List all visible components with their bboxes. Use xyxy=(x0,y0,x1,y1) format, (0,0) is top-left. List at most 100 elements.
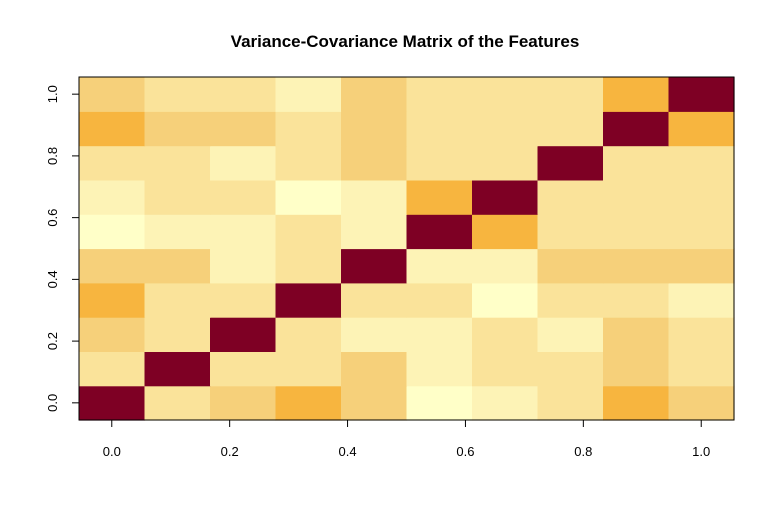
heatmap-cell xyxy=(537,145,604,181)
heatmap-cell xyxy=(79,317,146,352)
y-axis: 0.0 0.2 0.4 0.6 0.8 1.0 xyxy=(45,85,79,412)
heatmap-cell xyxy=(472,179,539,215)
heatmap-cell xyxy=(537,77,604,112)
x-tick-label: 0.2 xyxy=(221,444,239,459)
x-tick-label: 1.0 xyxy=(692,444,710,459)
heatmap-cell xyxy=(210,77,277,112)
y-tick-label: 0.8 xyxy=(45,147,60,165)
heatmap-cell xyxy=(79,282,146,318)
heatmap-cell xyxy=(79,214,146,250)
x-tick-label: 0.4 xyxy=(339,444,357,459)
y-tick-label: 0.2 xyxy=(45,332,60,350)
y-tick-label: 1.0 xyxy=(45,85,60,103)
heatmap-cell xyxy=(341,179,408,215)
heatmap-cell xyxy=(144,385,211,421)
heatmap-cell xyxy=(603,179,670,215)
heatmap-cell xyxy=(210,145,277,181)
heatmap-cell xyxy=(341,77,408,112)
heatmap-cell xyxy=(210,282,277,318)
heatmap-cell xyxy=(341,351,408,387)
heatmap-cell xyxy=(275,282,342,318)
heatmap-cell xyxy=(472,77,539,112)
heatmap-cell xyxy=(668,179,735,215)
heatmap-cell xyxy=(406,77,473,112)
heatmap-cell xyxy=(144,248,211,284)
heatmap-cell xyxy=(275,145,342,181)
heatmap-cell xyxy=(603,77,670,112)
heatmap-cells xyxy=(79,77,735,421)
heatmap-cell xyxy=(406,351,473,387)
heatmap-cell xyxy=(275,351,342,387)
heatmap-cell xyxy=(275,77,342,112)
y-tick-label: 0.0 xyxy=(45,394,60,412)
heatmap-cell xyxy=(603,385,670,421)
heatmap-cell xyxy=(79,248,146,284)
heatmap-cell xyxy=(472,385,539,421)
heatmap-cell xyxy=(210,351,277,387)
heatmap-cell xyxy=(210,111,277,147)
heatmap-cell xyxy=(472,282,539,318)
plot-frame xyxy=(78,76,735,421)
heatmap-cell xyxy=(341,248,408,284)
heatmap-cell xyxy=(275,317,342,352)
heatmap-cell xyxy=(144,214,211,250)
heatmap-cell xyxy=(537,179,604,215)
heatmap-cell xyxy=(275,385,342,421)
heatmap-cell xyxy=(406,145,473,181)
y-tick-label: 0.6 xyxy=(45,209,60,227)
heatmap-cell xyxy=(275,248,342,284)
heatmap-cell xyxy=(537,282,604,318)
heatmap-cell xyxy=(668,214,735,250)
heatmap-cell xyxy=(210,214,277,250)
heatmap-cell xyxy=(472,111,539,147)
heatmap-cell xyxy=(79,77,146,112)
x-axis: 0.0 0.2 0.4 0.6 0.8 1.0 xyxy=(103,420,710,459)
heatmap-cell xyxy=(406,248,473,284)
heatmap-cell xyxy=(603,282,670,318)
heatmap-cell xyxy=(79,351,146,387)
heatmap-cell xyxy=(275,214,342,250)
heatmap-cell xyxy=(210,248,277,284)
x-tick-label: 0.8 xyxy=(574,444,592,459)
heatmap-cell xyxy=(79,179,146,215)
heatmap-cell xyxy=(537,248,604,284)
heatmap-cell xyxy=(603,317,670,352)
heatmap-cell xyxy=(668,282,735,318)
heatmap-cell xyxy=(406,111,473,147)
heatmap-cell xyxy=(668,111,735,147)
heatmap-cell xyxy=(341,385,408,421)
heatmap-cell xyxy=(406,317,473,352)
heatmap-cell xyxy=(210,317,277,352)
heatmap-cell xyxy=(144,179,211,215)
heatmap-cell xyxy=(668,351,735,387)
x-tick-label: 0.6 xyxy=(456,444,474,459)
heatmap-cell xyxy=(341,214,408,250)
heatmap-cell xyxy=(537,385,604,421)
heatmap-cell xyxy=(668,248,735,284)
heatmap-cell xyxy=(144,317,211,352)
heatmap-cell xyxy=(144,111,211,147)
heatmap-cell xyxy=(472,214,539,250)
heatmap-cell xyxy=(406,179,473,215)
heatmap-cell xyxy=(603,145,670,181)
heatmap-cell xyxy=(668,77,735,112)
heatmap-cell xyxy=(144,145,211,181)
heatmap-cell xyxy=(406,282,473,318)
heatmap-cell xyxy=(275,111,342,147)
heatmap-cell xyxy=(341,145,408,181)
heatmap-cell xyxy=(275,179,342,215)
heatmap-cell xyxy=(79,385,146,421)
heatmap-cell xyxy=(537,214,604,250)
heatmap-cell xyxy=(341,111,408,147)
heatmap-cell xyxy=(210,385,277,421)
heatmap-cell xyxy=(537,351,604,387)
x-tick-label: 0.0 xyxy=(103,444,121,459)
chart-title: Variance-Covariance Matrix of the Featur… xyxy=(231,32,580,51)
heatmap-cell xyxy=(668,145,735,181)
heatmap-cell xyxy=(472,248,539,284)
heatmap-cell xyxy=(603,248,670,284)
heatmap-cell xyxy=(79,111,146,147)
heatmap-cell xyxy=(603,214,670,250)
y-tick-label: 0.4 xyxy=(45,270,60,288)
